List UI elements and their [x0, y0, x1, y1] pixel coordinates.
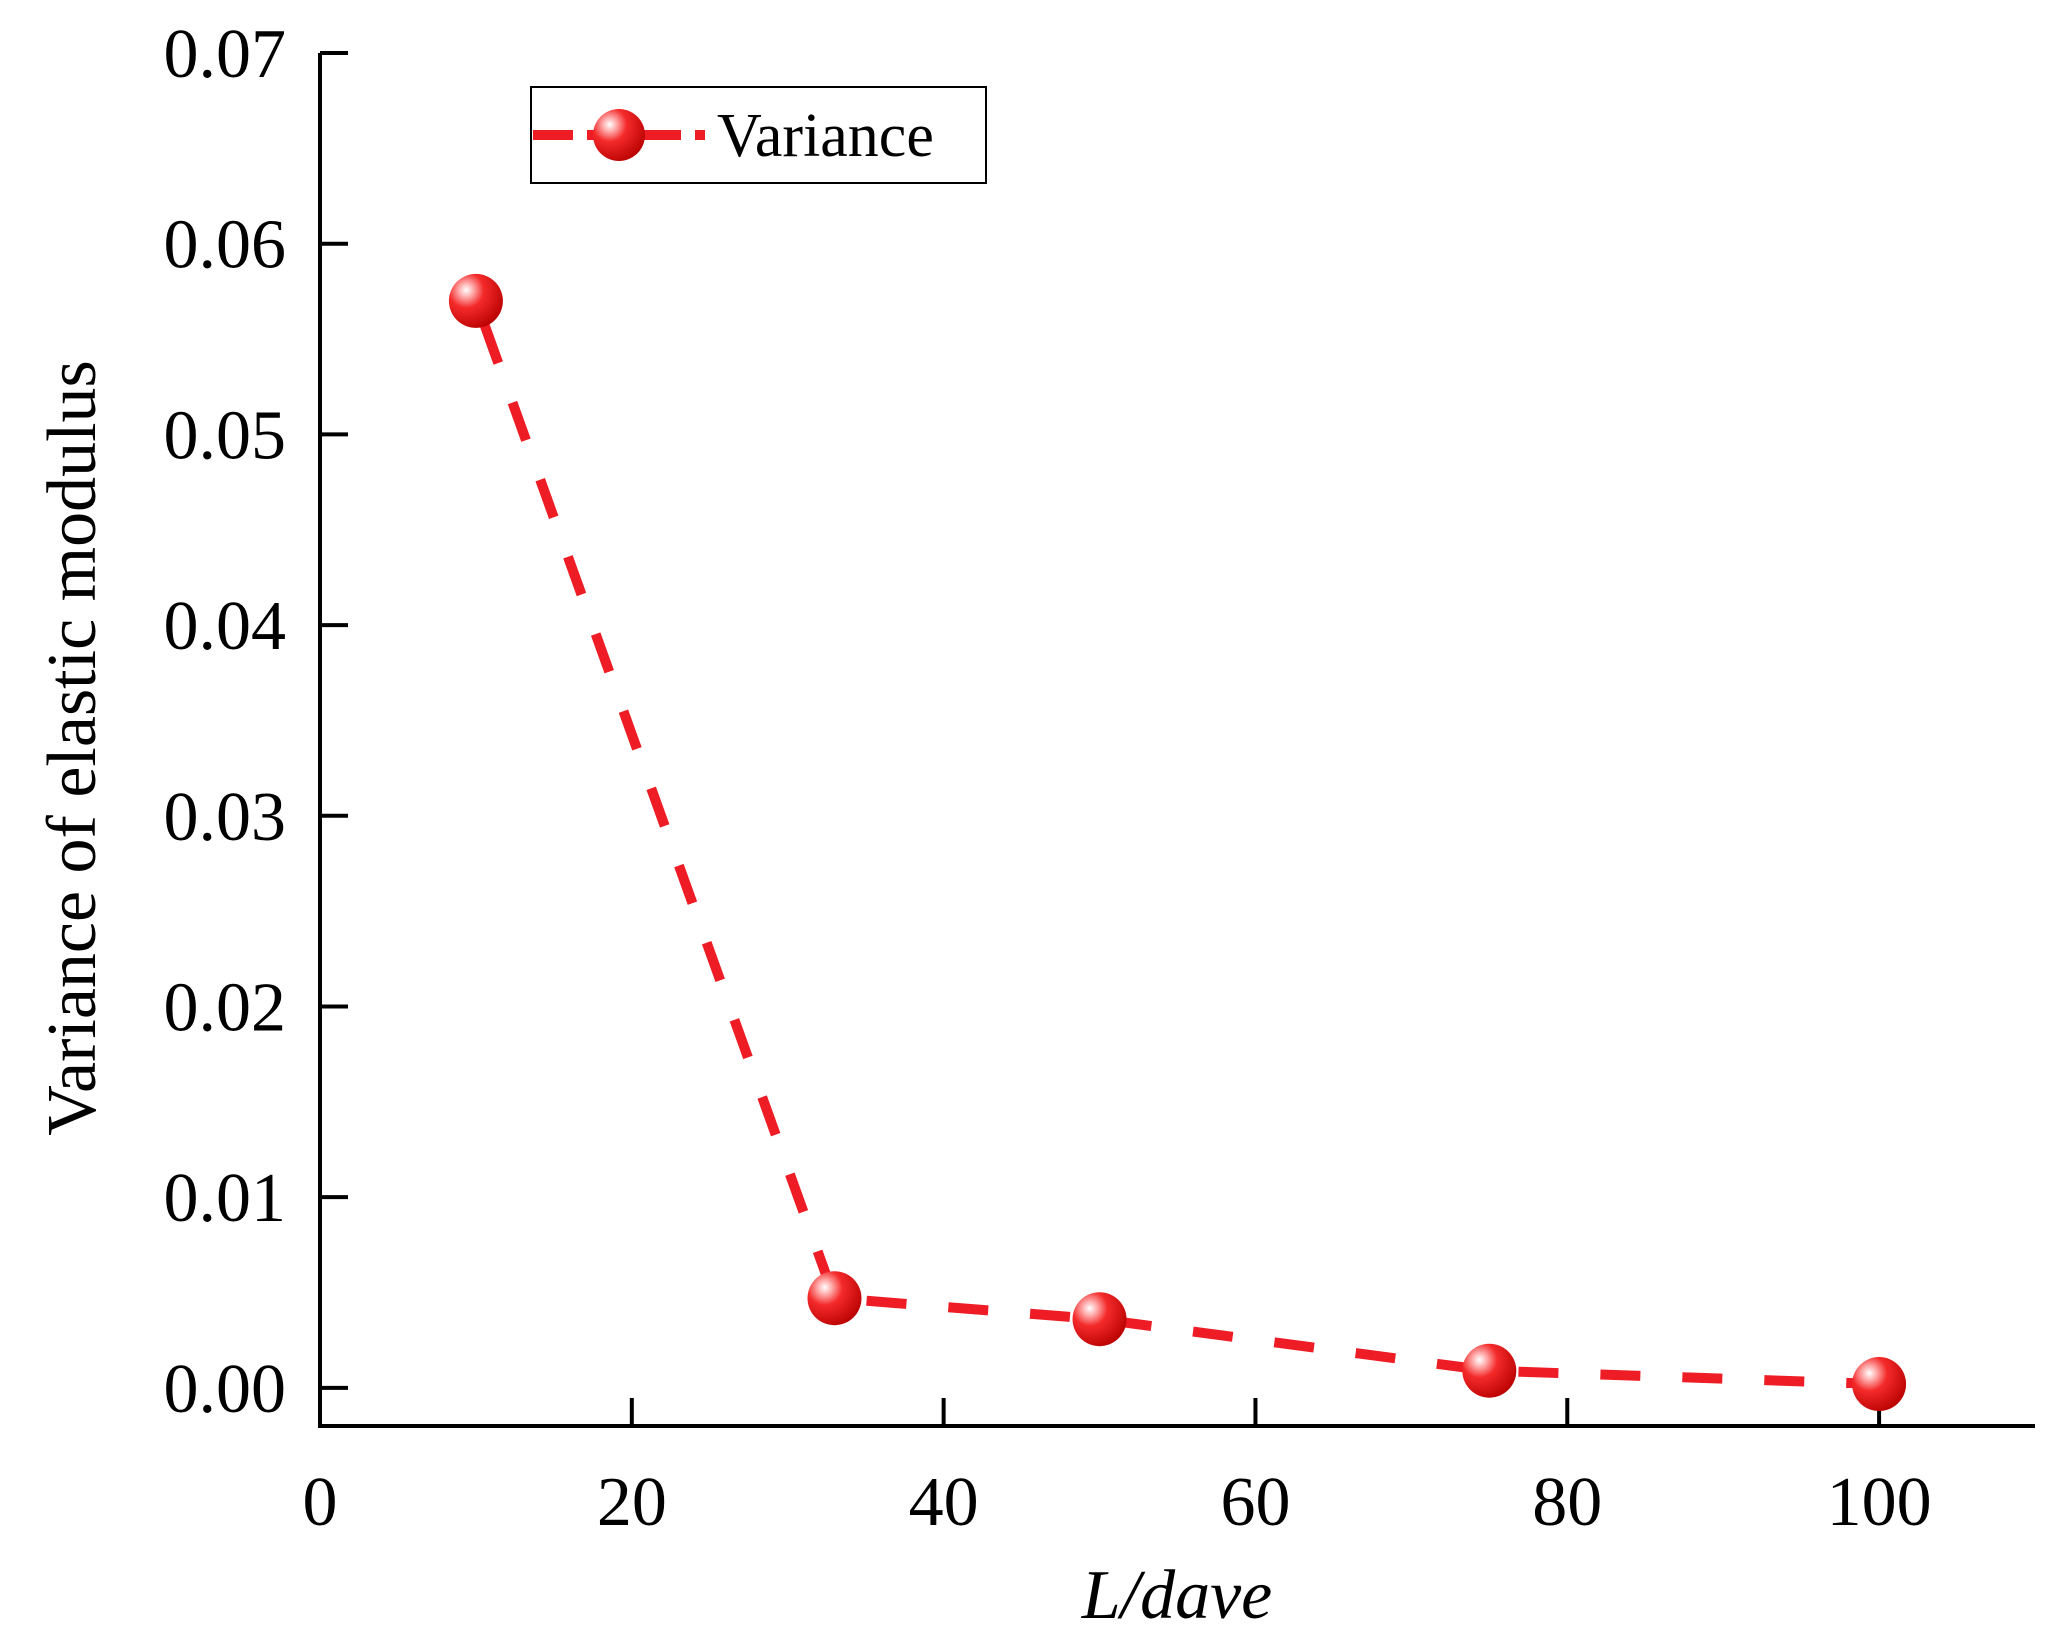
x-tick-label: 20 — [597, 1464, 667, 1541]
axes: 0.00 0.01 0.02 0.03 0.04 0.05 0.06 0.07 0 20 40 60 8… — [164, 16, 2035, 1541]
data-point — [1462, 1343, 1517, 1398]
y-tick-label: 0.05 — [164, 397, 287, 474]
y-axis-title: Variance of elastic modulus — [34, 360, 111, 1136]
y-tick-label: 0.02 — [164, 969, 287, 1046]
x-tick-label: 60 — [1220, 1464, 1290, 1541]
x-axis-title: L/dave — [1081, 1557, 1273, 1634]
data-point — [1852, 1357, 1907, 1412]
data-point — [807, 1271, 862, 1326]
y-tick-label: 0.01 — [164, 1160, 287, 1237]
x-tick-label: 100 — [1827, 1464, 1932, 1541]
series-layer — [448, 273, 1907, 1412]
legend: Variance — [530, 86, 987, 184]
x-tick-label: 40 — [909, 1464, 979, 1541]
y-tick-label: 0.00 — [164, 1351, 287, 1428]
y-tick-label: 0.03 — [164, 779, 287, 856]
y-tick-label: 0.07 — [164, 16, 287, 93]
data-point — [448, 273, 503, 328]
legend-label: Variance — [717, 102, 934, 170]
data-point — [1072, 1292, 1127, 1347]
series-line — [471, 299, 1880, 1390]
x-tick-label: 80 — [1532, 1464, 1602, 1541]
y-tick-label: 0.06 — [164, 207, 287, 284]
x-tick-label: 0 — [303, 1464, 338, 1541]
legend-marker-swatch — [593, 109, 645, 161]
y-tick-label: 0.04 — [164, 588, 287, 665]
